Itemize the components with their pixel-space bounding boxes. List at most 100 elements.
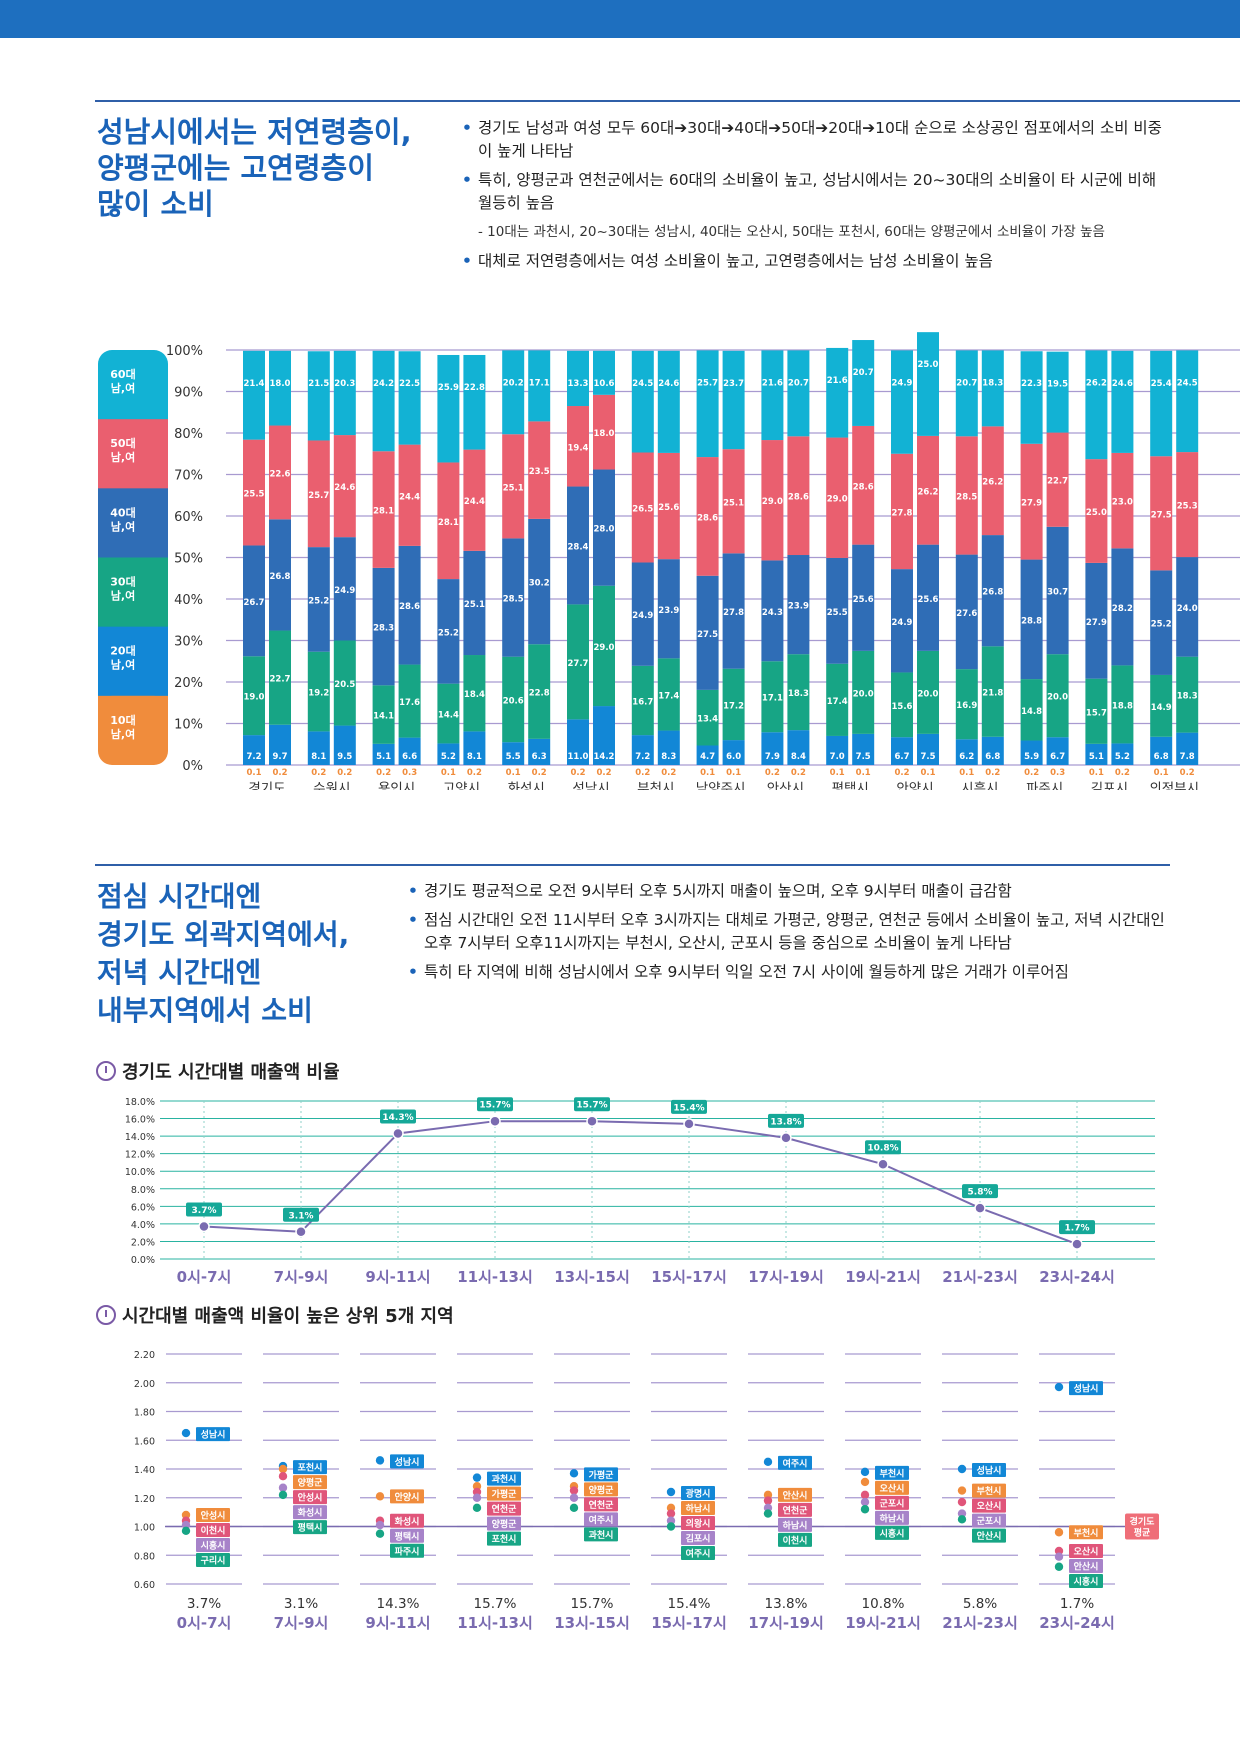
teen-value-label: 0.3 <box>1050 768 1065 778</box>
bar-value-label: 21.4 <box>244 379 265 389</box>
data-label-bg <box>962 1184 998 1199</box>
bar-value-label: 22.3 <box>1021 379 1042 389</box>
data-label-bg <box>283 1207 319 1222</box>
bar-value-label: 8.1 <box>467 752 482 762</box>
region-label: 광명시 <box>686 1488 711 1500</box>
bar-segment <box>891 453 913 570</box>
region-dot <box>763 1490 773 1500</box>
x-tick-label: 7시-9시 <box>274 1614 329 1632</box>
y-tick-label: 0% <box>182 759 203 774</box>
bar-value-label: 6.8 <box>1154 752 1169 762</box>
bar-segment <box>631 452 654 563</box>
bar-segment <box>891 350 913 454</box>
x-tick-label: 0시-7시 <box>177 1268 232 1286</box>
bar-value-label: 24.9 <box>334 586 355 596</box>
region-label-bg <box>487 1486 521 1501</box>
bar-value-label: 28.6 <box>853 482 874 492</box>
region-label: 가평군 <box>492 1488 518 1500</box>
region-label: 안성시 <box>298 1492 323 1504</box>
bar-value-label: 24.3 <box>762 608 783 618</box>
bar-value-label: 26.2 <box>1086 378 1107 388</box>
y-tick-label: 60% <box>174 510 203 525</box>
region-label: 과천시 <box>492 1473 517 1485</box>
bar-value-label: 28.1 <box>438 518 459 528</box>
bar-value-label: 18.3 <box>788 689 809 699</box>
bar-segment <box>657 350 680 453</box>
region-label-bg <box>390 1528 424 1543</box>
reference-label-bg <box>1125 1513 1159 1540</box>
region-label: 연천군 <box>783 1505 809 1516</box>
region-label: 과천시 <box>589 1529 614 1541</box>
bar-segment <box>631 562 654 666</box>
bar-segment <box>1020 351 1043 444</box>
legend-label: 남,여 <box>111 519 135 533</box>
region-label: 오산시 <box>1074 1545 1099 1557</box>
bar-segment <box>1046 526 1069 655</box>
category-label: 고양시 <box>443 781 480 790</box>
x-tick-label: 13시-15시 <box>554 1614 630 1632</box>
region-label-bg <box>875 1495 909 1510</box>
x-tick-label: 17시-19시 <box>748 1614 824 1632</box>
data-label: 15.7% <box>479 1101 510 1111</box>
teen-value-label: 0.1 <box>830 768 845 778</box>
bar-value-label: 28.4 <box>568 542 589 552</box>
region-dot <box>957 1464 967 1474</box>
y-tick-label: 18.0% <box>125 1097 155 1108</box>
y-tick-label: 2.00 <box>134 1379 155 1390</box>
bar-segment <box>826 437 849 558</box>
x-tick-label: 11시-13시 <box>457 1268 533 1286</box>
bar-segment <box>593 469 615 586</box>
region-label-bg <box>584 1467 618 1482</box>
bar-segment <box>567 719 589 765</box>
x-tick-label: 23시-24시 <box>1039 1614 1115 1632</box>
region-dot <box>763 1503 773 1513</box>
bar-value-label: 27.8 <box>723 608 744 618</box>
bar-value-label: 24.9 <box>892 378 913 388</box>
bar-segment <box>787 350 810 437</box>
region-label: 이천시 <box>783 1534 808 1546</box>
bar-value-label: 21.6 <box>762 378 783 388</box>
region-label-bg <box>293 1475 327 1490</box>
bar-value-label: 24.6 <box>334 483 355 493</box>
data-point <box>974 1202 986 1214</box>
bar-value-label: 28.5 <box>956 492 977 502</box>
section2-heading-line: 경기도 외곽지역에서, <box>97 918 350 951</box>
bar-value-label: 30.7 <box>1047 587 1068 597</box>
data-point <box>198 1220 210 1233</box>
legend-label: 10대 <box>110 713 135 727</box>
region-label: 양평군 <box>589 1484 615 1496</box>
bar-segment <box>243 656 265 736</box>
y-tick-label: 20% <box>174 676 203 691</box>
region-label: 하남시 <box>686 1503 711 1515</box>
share-label: 3.1% <box>284 1596 318 1612</box>
share-label: 5.8% <box>963 1596 997 1612</box>
region-dot <box>1054 1546 1064 1556</box>
bar-value-label: 4.7 <box>700 752 715 762</box>
bar-segment <box>722 350 745 450</box>
share-label: 15.7% <box>571 1596 614 1612</box>
region-dot <box>957 1497 967 1507</box>
bar-segment <box>1111 452 1134 549</box>
bar-segment <box>307 547 330 652</box>
bar-value-label: 27.6 <box>956 609 977 619</box>
bar-value-label: 25.1 <box>503 483 524 493</box>
region-dot <box>763 1509 773 1518</box>
bar-segment <box>787 654 810 731</box>
category-label: 남양주시 <box>696 781 746 790</box>
region-dot <box>1054 1562 1064 1571</box>
bar-value-label: 20.5 <box>334 680 355 690</box>
region-label-bg <box>487 1471 521 1486</box>
bar-segment <box>528 644 551 739</box>
bar-value-label: 20.7 <box>956 378 977 388</box>
region-label-bg <box>681 1501 715 1515</box>
bar-segment <box>1085 678 1108 744</box>
teen-value-label: 0.2 <box>985 768 1000 778</box>
region-label: 파주시 <box>395 1545 420 1557</box>
bar-value-label: 7.5 <box>920 752 935 762</box>
region-dot <box>375 1520 385 1530</box>
region-label-bg <box>972 1528 1006 1543</box>
region-label: 화성시 <box>298 1507 323 1519</box>
category-label: 파주시 <box>1026 781 1063 790</box>
bar-value-label: 25.2 <box>438 628 459 638</box>
region-dot <box>472 1503 482 1513</box>
